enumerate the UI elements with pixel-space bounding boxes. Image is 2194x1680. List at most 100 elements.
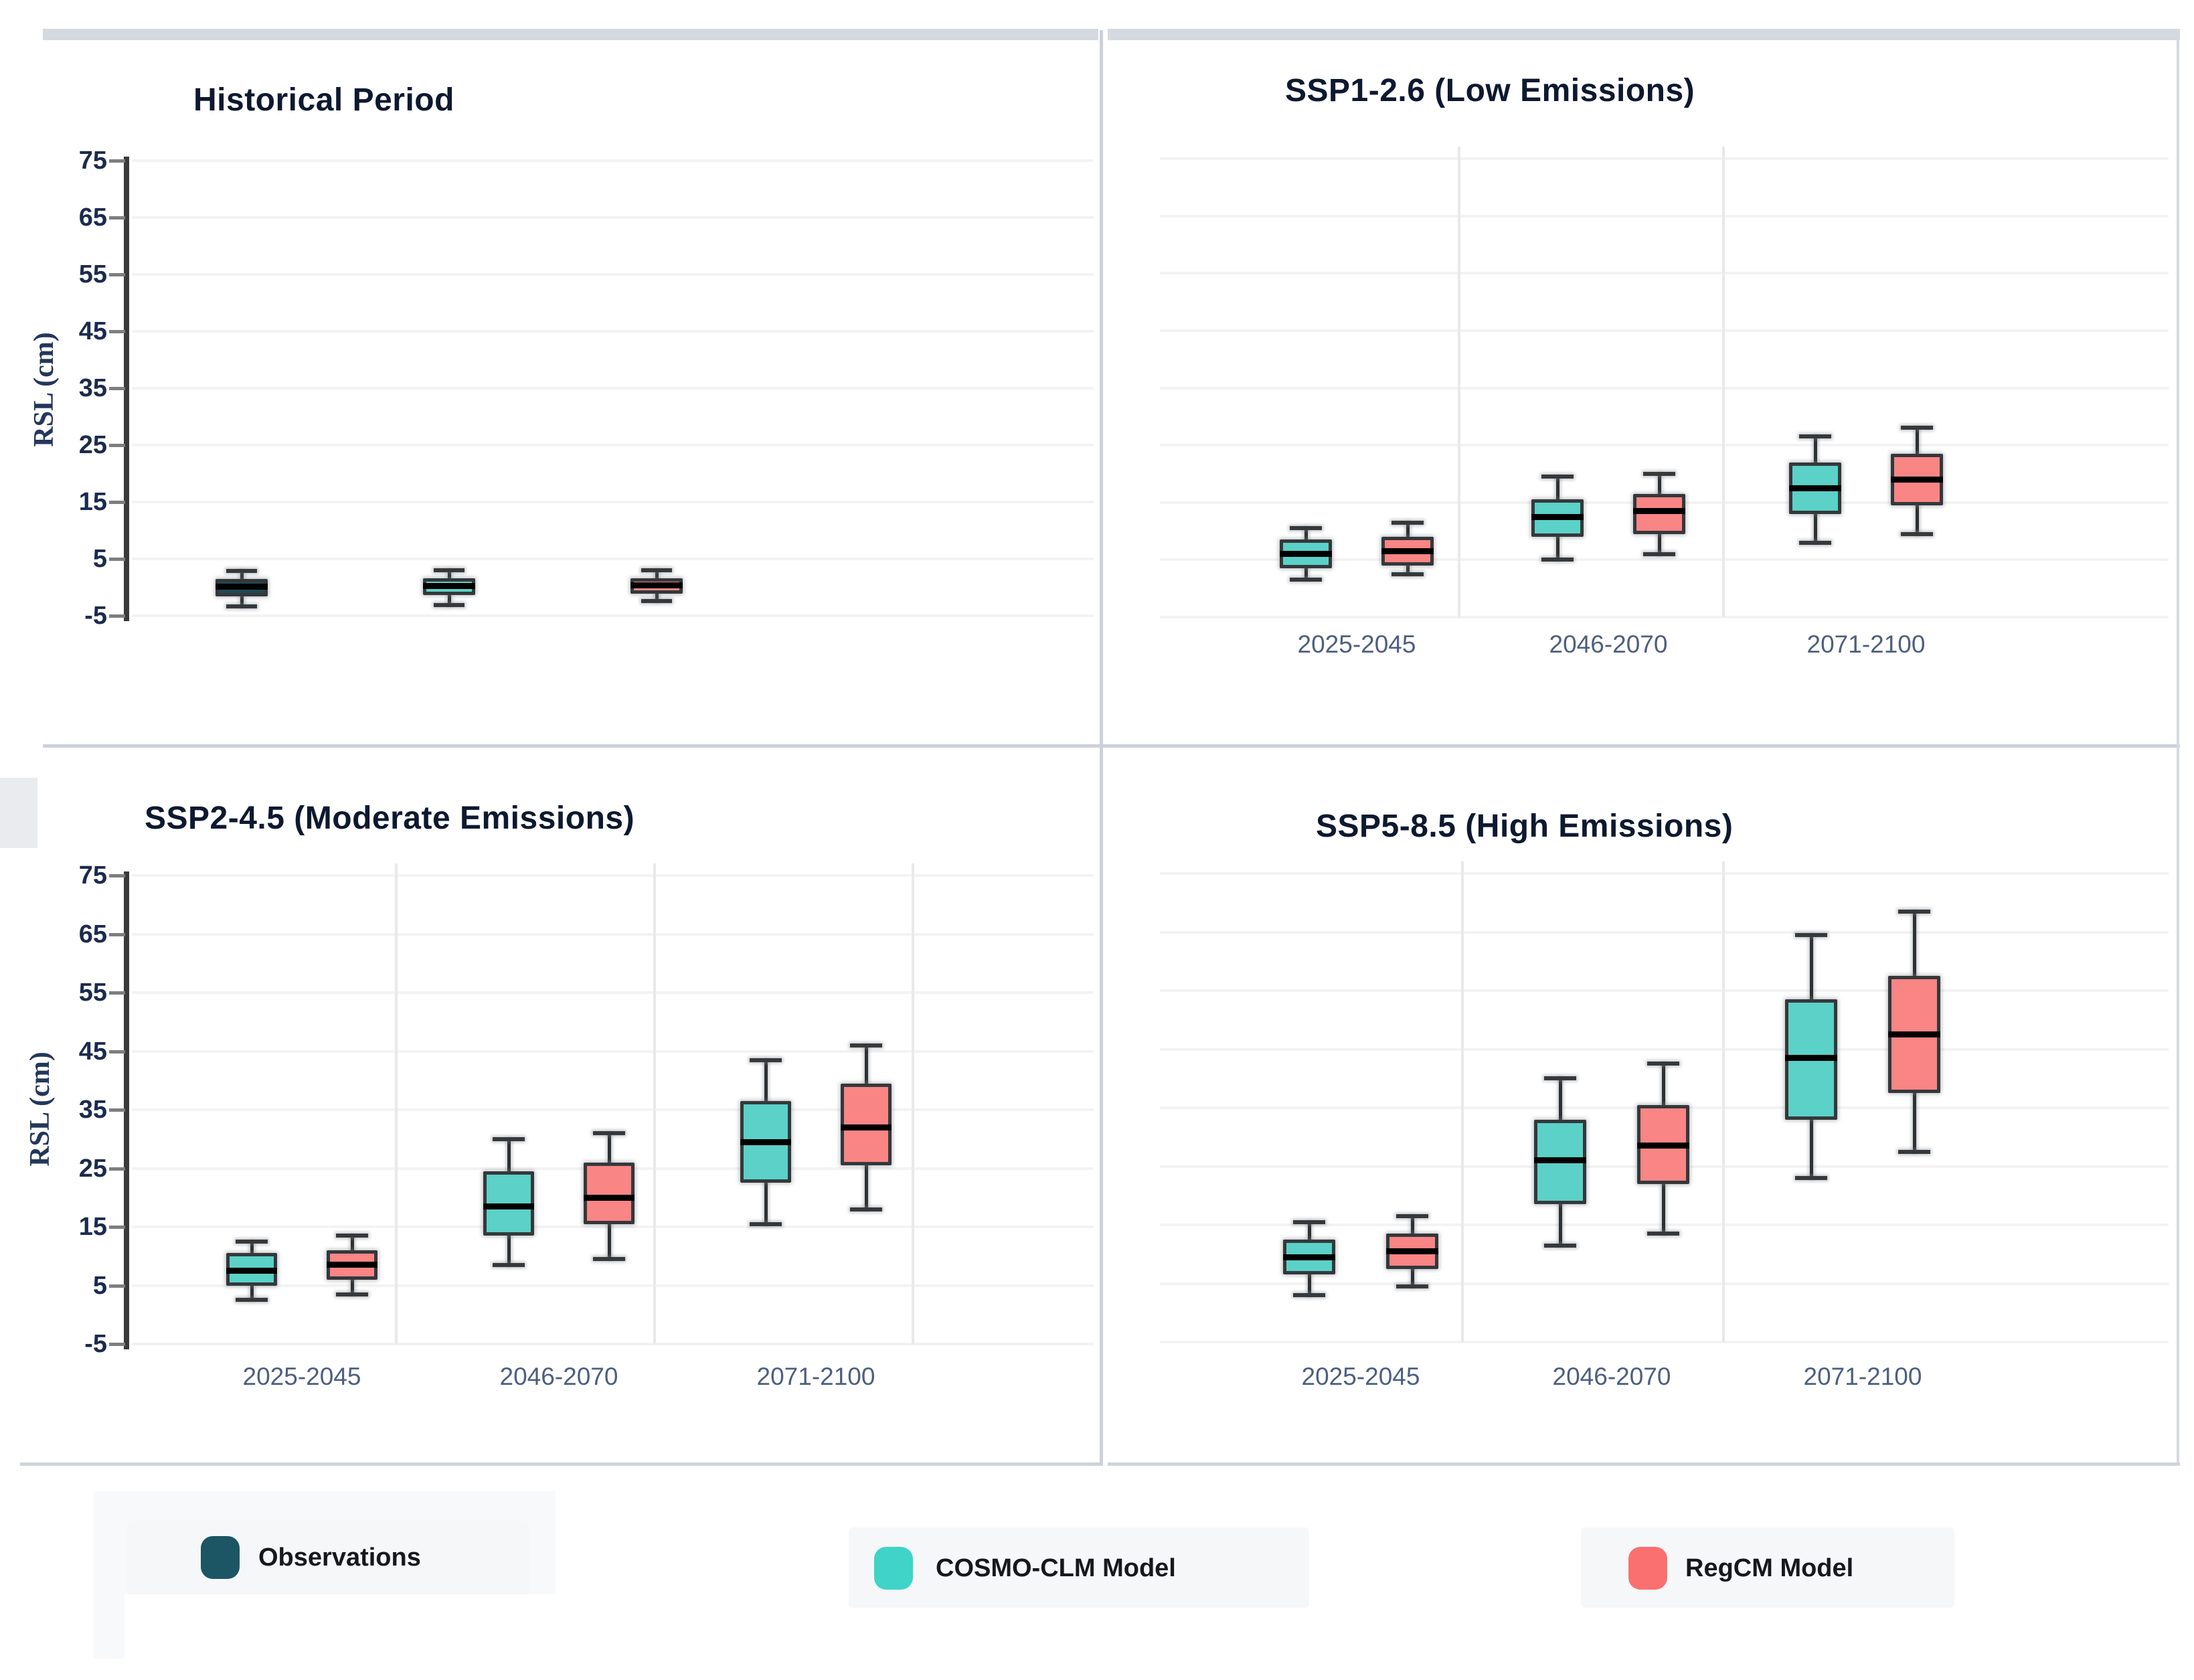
category-divider (653, 863, 656, 1344)
box-regcm-historical-median (630, 582, 683, 588)
box-cosmo-2071-2100-whisker-cap-bottom (1795, 1176, 1827, 1180)
category-divider (1461, 861, 1464, 1342)
box-cosmo-2046-2070-whisker-cap-top (493, 1137, 525, 1141)
panel-ssp5-8-5: SSP5-8.5 (High Emissions) 2025-2045 2046-… (1103, 748, 2177, 1462)
x-tick-label: 2071-2100 (756, 1363, 875, 1390)
y-tick-label: 75 (78, 861, 107, 890)
plot-area-ssp5-8-5: 2025-2045 2046-2070 2071-2100 (1103, 748, 2177, 1462)
box-regcm-2071-2100-whisker-cap-bottom (850, 1207, 882, 1211)
box-regcm-2046-2070-whisker-cap-bottom (1643, 552, 1675, 556)
legend-area-white-patch (124, 1594, 560, 1661)
y-tick-label: 35 (78, 374, 107, 402)
box-cosmo-2071-2100-whisker-cap-top (1799, 434, 1831, 439)
category-divider (1458, 147, 1460, 617)
plot-area-ssp1-2-6: 2025-2045 2046-2070 2071-2100 (1103, 40, 2177, 744)
y-tick-mark (109, 1284, 125, 1288)
panel-divider-horizontal (43, 744, 2180, 748)
gridline-y65 (1160, 214, 2169, 218)
legend-swatch-cosmo-clm (874, 1547, 913, 1590)
box-cosmo-2071-2100-median (1789, 485, 1841, 491)
box-regcm-2046-2070-median (584, 1194, 635, 1201)
y-tick-mark (109, 330, 125, 333)
box-cosmo-2046-2070-whisker-cap-bottom (1541, 558, 1574, 562)
panel-title-ssp1-2-6: SSP1-2.6 (Low Emissions) (1285, 72, 1695, 108)
gridline-y55 (1160, 272, 2169, 275)
box-regcm-2046-2070-whisker-cap-bottom (593, 1257, 625, 1262)
y-tick-mark (109, 273, 125, 276)
panel-ssp2-4-5: SSP2-4.5 (Moderate Emissions) 75 65 55 45 35… (43, 748, 1100, 1462)
y-tick-mark (109, 1049, 125, 1054)
box-regcm-2071-2100-whisker-cap-bottom (1898, 1149, 1930, 1154)
box-cosmo-2046-2070-median (483, 1203, 534, 1209)
y-axis-spine (124, 871, 129, 1349)
y-axis-title-top: RSL (cm) (29, 332, 60, 447)
box-regcm-historical-whisker-cap-bottom (641, 598, 672, 603)
box-regcm-2025-2045-whisker-cap-bottom (1396, 1284, 1428, 1288)
box-regcm-2025-2045-median (1386, 1248, 1438, 1254)
y-tick-label: 65 (78, 203, 107, 232)
box-regcm-2071-2100-median (1888, 1031, 1940, 1038)
gridline-y55 (1160, 989, 2169, 992)
panel-divider-vertical (1100, 30, 1103, 1466)
gridline-y35 (132, 387, 1094, 390)
box-cosmo-2046-2070-whisker-cap-top (1544, 1076, 1576, 1081)
box-cosmo-historical-median (423, 583, 475, 590)
y-tick-mark (109, 874, 125, 877)
y-tick-label: -5 (84, 1330, 107, 1358)
gridline-y15 (132, 501, 1094, 503)
y-tick-mark (109, 216, 125, 220)
legend-label-cosmo-clm: COSMO-CLM Model (936, 1554, 1176, 1582)
bottom-border-left (20, 1462, 1100, 1466)
gridline-y45 (1160, 329, 2169, 332)
legend-chip-cosmo-clm (849, 1527, 1309, 1608)
box-regcm-2071-2100-median (841, 1124, 892, 1130)
x-tick-label: 2025-2045 (242, 1363, 361, 1390)
gridline-y5 (132, 558, 1094, 560)
box-regcm-2025-2045-median (1381, 548, 1434, 555)
x-tick-label: 2071-2100 (1806, 631, 1926, 658)
left-edge-artifact (0, 778, 37, 848)
top-bar-left (43, 29, 1098, 40)
box-cosmo-2071-2100-median (740, 1139, 791, 1145)
y-tick-label: 45 (78, 1037, 107, 1066)
top-bar-right (1108, 29, 2180, 40)
y-tick-mark (109, 1343, 125, 1346)
y-tick-label: 55 (78, 979, 107, 1007)
x-tick-label: 2046-2070 (499, 1363, 618, 1390)
y-tick-label: 45 (78, 317, 107, 345)
gridline-y75 (1160, 157, 2169, 160)
box-regcm-2071-2100-whisker-cap-bottom (1901, 531, 1933, 536)
y-tick-label: 25 (78, 1154, 107, 1183)
box-obs-historical-whisker-cap-top (226, 568, 257, 573)
box-cosmo-2071-2100-whisker-cap-top (1795, 932, 1827, 937)
box-cosmo-2046-2070-median (1534, 1157, 1586, 1164)
box-regcm-2046-2070-whisker-cap-top (593, 1131, 625, 1135)
gridline-y55 (132, 991, 1094, 994)
box-regcm-2025-2045-whisker-cap-top (1396, 1213, 1428, 1218)
box-regcm-2025-2045-median (327, 1262, 377, 1268)
x-tick-label: 2046-2070 (1549, 631, 1668, 658)
gridline-y65 (132, 216, 1094, 219)
y-tick-mark (109, 932, 125, 936)
y-tick-mark (109, 1226, 125, 1229)
gridline-y75 (132, 874, 1094, 877)
box-cosmo-historical-whisker-cap-bottom (434, 602, 465, 607)
gridline-y-5 (1160, 1341, 2169, 1343)
gridline-y5 (1160, 1282, 2169, 1285)
gridline-y65 (132, 932, 1094, 936)
box-regcm-2046-2070-whisker-cap-top (1647, 1062, 1679, 1066)
y-tick-mark (109, 501, 125, 504)
gridline-y15 (132, 1226, 1094, 1228)
box-cosmo-2046-2070-whisker-cap-top (1541, 475, 1574, 479)
category-divider (395, 863, 398, 1344)
box-cosmo-2025-2045-whisker-cap-top (1290, 526, 1322, 531)
box-regcm-2025-2045-whisker-cap-top (1391, 520, 1424, 525)
panel-ssp1-2-6: SSP1-2.6 (Low Emissions) 2025-2045 2046-2… (1103, 40, 2177, 744)
y-tick-label: 5 (92, 1271, 107, 1300)
category-divider (1722, 147, 1725, 617)
y-axis-title-bottom: RSL (cm) (25, 1052, 56, 1167)
y-tick-mark (109, 387, 125, 390)
gridline-y25 (132, 444, 1094, 446)
gridline-y-5 (1160, 616, 2169, 618)
